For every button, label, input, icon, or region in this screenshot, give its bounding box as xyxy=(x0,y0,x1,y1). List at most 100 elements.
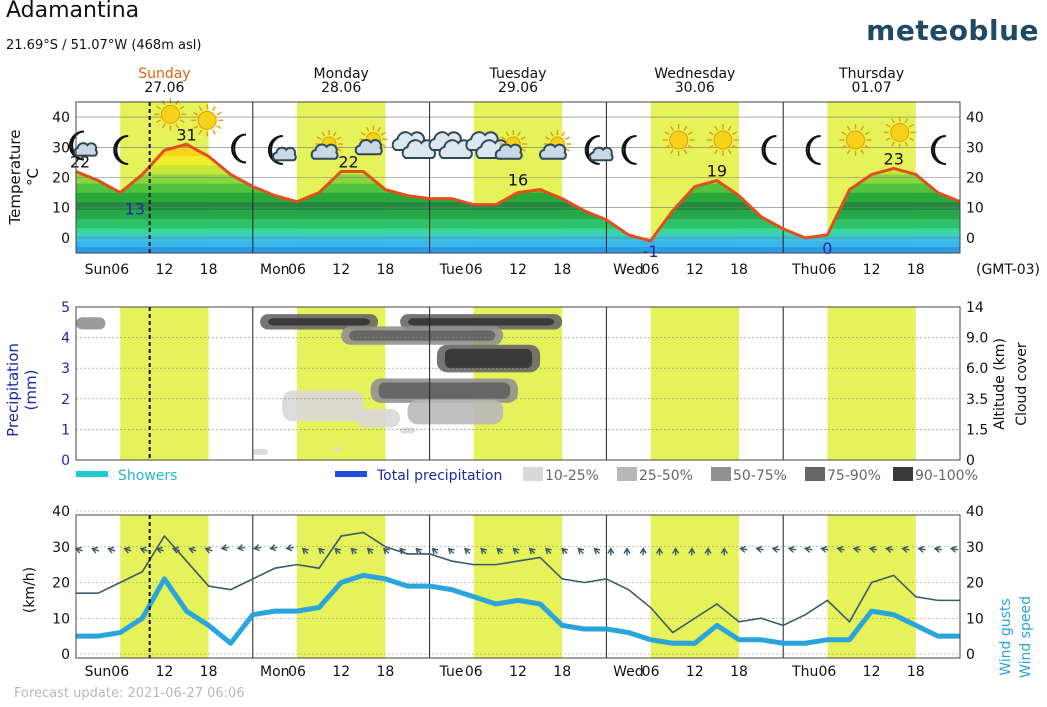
y-tick-label-right: 9.0 xyxy=(966,331,988,347)
daylight-band xyxy=(650,515,739,658)
panel-frame xyxy=(75,101,961,254)
brand-logo[interactable]: meteoblue xyxy=(866,14,1039,47)
temperature-value-label: 13 xyxy=(125,200,145,219)
x-tick-label: 06 xyxy=(818,262,836,278)
wind-direction-arrow xyxy=(123,546,132,554)
wind-direction-arrow xyxy=(415,547,423,555)
wind-direction-arrow xyxy=(852,545,861,553)
y-tick-label-right: 0 xyxy=(966,231,975,247)
x-tick-label: Tue xyxy=(439,262,464,278)
arrow-shape xyxy=(382,547,390,555)
day-name: Wednesday xyxy=(654,66,735,82)
sun-icon xyxy=(154,98,187,131)
y-tick-label: 3 xyxy=(61,361,70,377)
y-tick-label: 40 xyxy=(52,504,70,520)
x-tick-label: 12 xyxy=(332,262,350,278)
arrow-shape xyxy=(318,547,325,555)
cloud-cover-blob xyxy=(76,317,106,330)
wind-direction-arrow xyxy=(90,546,100,554)
cloud-shape xyxy=(494,143,523,160)
y-tick-label-right: 1.5 xyxy=(966,422,988,438)
legend-swatch-cloud xyxy=(893,467,913,481)
wind-direction-arrow xyxy=(787,545,797,553)
x-tick-label: 12 xyxy=(332,664,350,680)
moon-shape xyxy=(621,135,637,165)
wind-direction-arrow xyxy=(463,547,471,555)
legend-swatch-cloud xyxy=(523,467,543,481)
legend-label-cloud: 10-25% xyxy=(545,468,599,484)
sun-cloud-icon xyxy=(354,125,388,156)
wind-direction-arrow xyxy=(107,546,116,554)
sun-ray xyxy=(332,131,337,137)
x-tick-label: Mon xyxy=(260,262,290,278)
cloud-cover-blob xyxy=(333,447,342,451)
arrow-shape xyxy=(123,546,132,554)
arrow-shape xyxy=(755,545,764,553)
sun-ray xyxy=(860,149,865,155)
wind-direction-arrow xyxy=(917,545,926,553)
wind-axis-title: (km/h) xyxy=(22,567,38,613)
wind-direction-arrow xyxy=(561,547,569,555)
arrow-shape xyxy=(528,547,536,555)
moon-cloud-icon xyxy=(69,130,98,161)
sun-ray xyxy=(891,141,895,147)
sun-ray xyxy=(708,131,714,136)
legend-swatch-cloud xyxy=(805,467,825,481)
moon-shape xyxy=(805,135,821,165)
sun-ray xyxy=(156,119,162,123)
sun-ray xyxy=(175,123,180,129)
x-tick-label: Mon xyxy=(260,664,290,680)
x-tick-label: 18 xyxy=(200,664,218,680)
arrow-shape xyxy=(820,545,829,553)
sun-ray xyxy=(846,125,851,131)
wind-direction-arrow xyxy=(431,547,439,555)
x-tick-label: 06 xyxy=(642,262,660,278)
sun-ray xyxy=(561,131,566,137)
sun-ray xyxy=(727,149,732,155)
cloud-cover-blob xyxy=(252,448,268,455)
wind-gusts-axis-title: Wind gusts xyxy=(998,598,1014,675)
arrow-shape xyxy=(852,545,861,553)
cloud-shape xyxy=(538,143,567,160)
sun-ray xyxy=(714,149,719,155)
legend-label-cloud: 75-90% xyxy=(827,468,881,484)
sun-disc xyxy=(160,104,180,124)
legend-label-cloud: 25-50% xyxy=(639,468,693,484)
cloud-cover-blob xyxy=(400,427,415,434)
moon-cloud-icon xyxy=(267,135,297,165)
day-name: Thursday xyxy=(838,66,904,82)
sun-ray xyxy=(885,137,891,142)
wind-direction-arrow xyxy=(447,547,455,555)
arrow-shape xyxy=(188,546,197,554)
temperature-value-label: 31 xyxy=(176,125,196,144)
sun-ray xyxy=(727,125,732,131)
precipitation-panel: 0 0 1 1.5 2 3.5 3 6.0 4 9.0 5 14 Precipitation (mm) Al… xyxy=(4,300,1030,469)
y-tick-label-right: 30 xyxy=(966,140,984,156)
y-tick-label: 5 xyxy=(61,300,70,316)
sun-ray xyxy=(732,144,738,149)
sun-ray xyxy=(885,123,891,128)
arrow-shape xyxy=(107,546,116,554)
x-tick-label: 12 xyxy=(863,262,881,278)
wind-direction-arrow xyxy=(607,547,615,556)
wind-direction-arrow xyxy=(204,546,213,554)
sun-ray xyxy=(708,144,714,149)
y-tick-label-right: 3.5 xyxy=(966,392,988,408)
cloud-cover-blob xyxy=(355,409,401,428)
wind-direction-arrow xyxy=(545,547,552,555)
daylight-band xyxy=(827,307,916,460)
temperature-line xyxy=(75,142,961,243)
sun-ray xyxy=(891,118,895,124)
arrow-shape xyxy=(90,546,100,554)
x-tick-label: 12 xyxy=(863,664,881,680)
x-tick-label: 18 xyxy=(907,664,925,680)
legend-label-cloud: 90-100% xyxy=(915,468,978,484)
arrow-shape xyxy=(463,547,471,555)
y-tick-label-right: 30 xyxy=(966,540,984,556)
arrow-shape xyxy=(350,547,358,555)
arrow-shape xyxy=(803,545,813,553)
precip-axis-unit: (mm) xyxy=(22,370,40,411)
x-tick-label: 12 xyxy=(686,262,704,278)
x-tick-label: 06 xyxy=(465,664,483,680)
location-coords: 21.69°S / 51.07°W (468m asl) xyxy=(6,38,202,53)
